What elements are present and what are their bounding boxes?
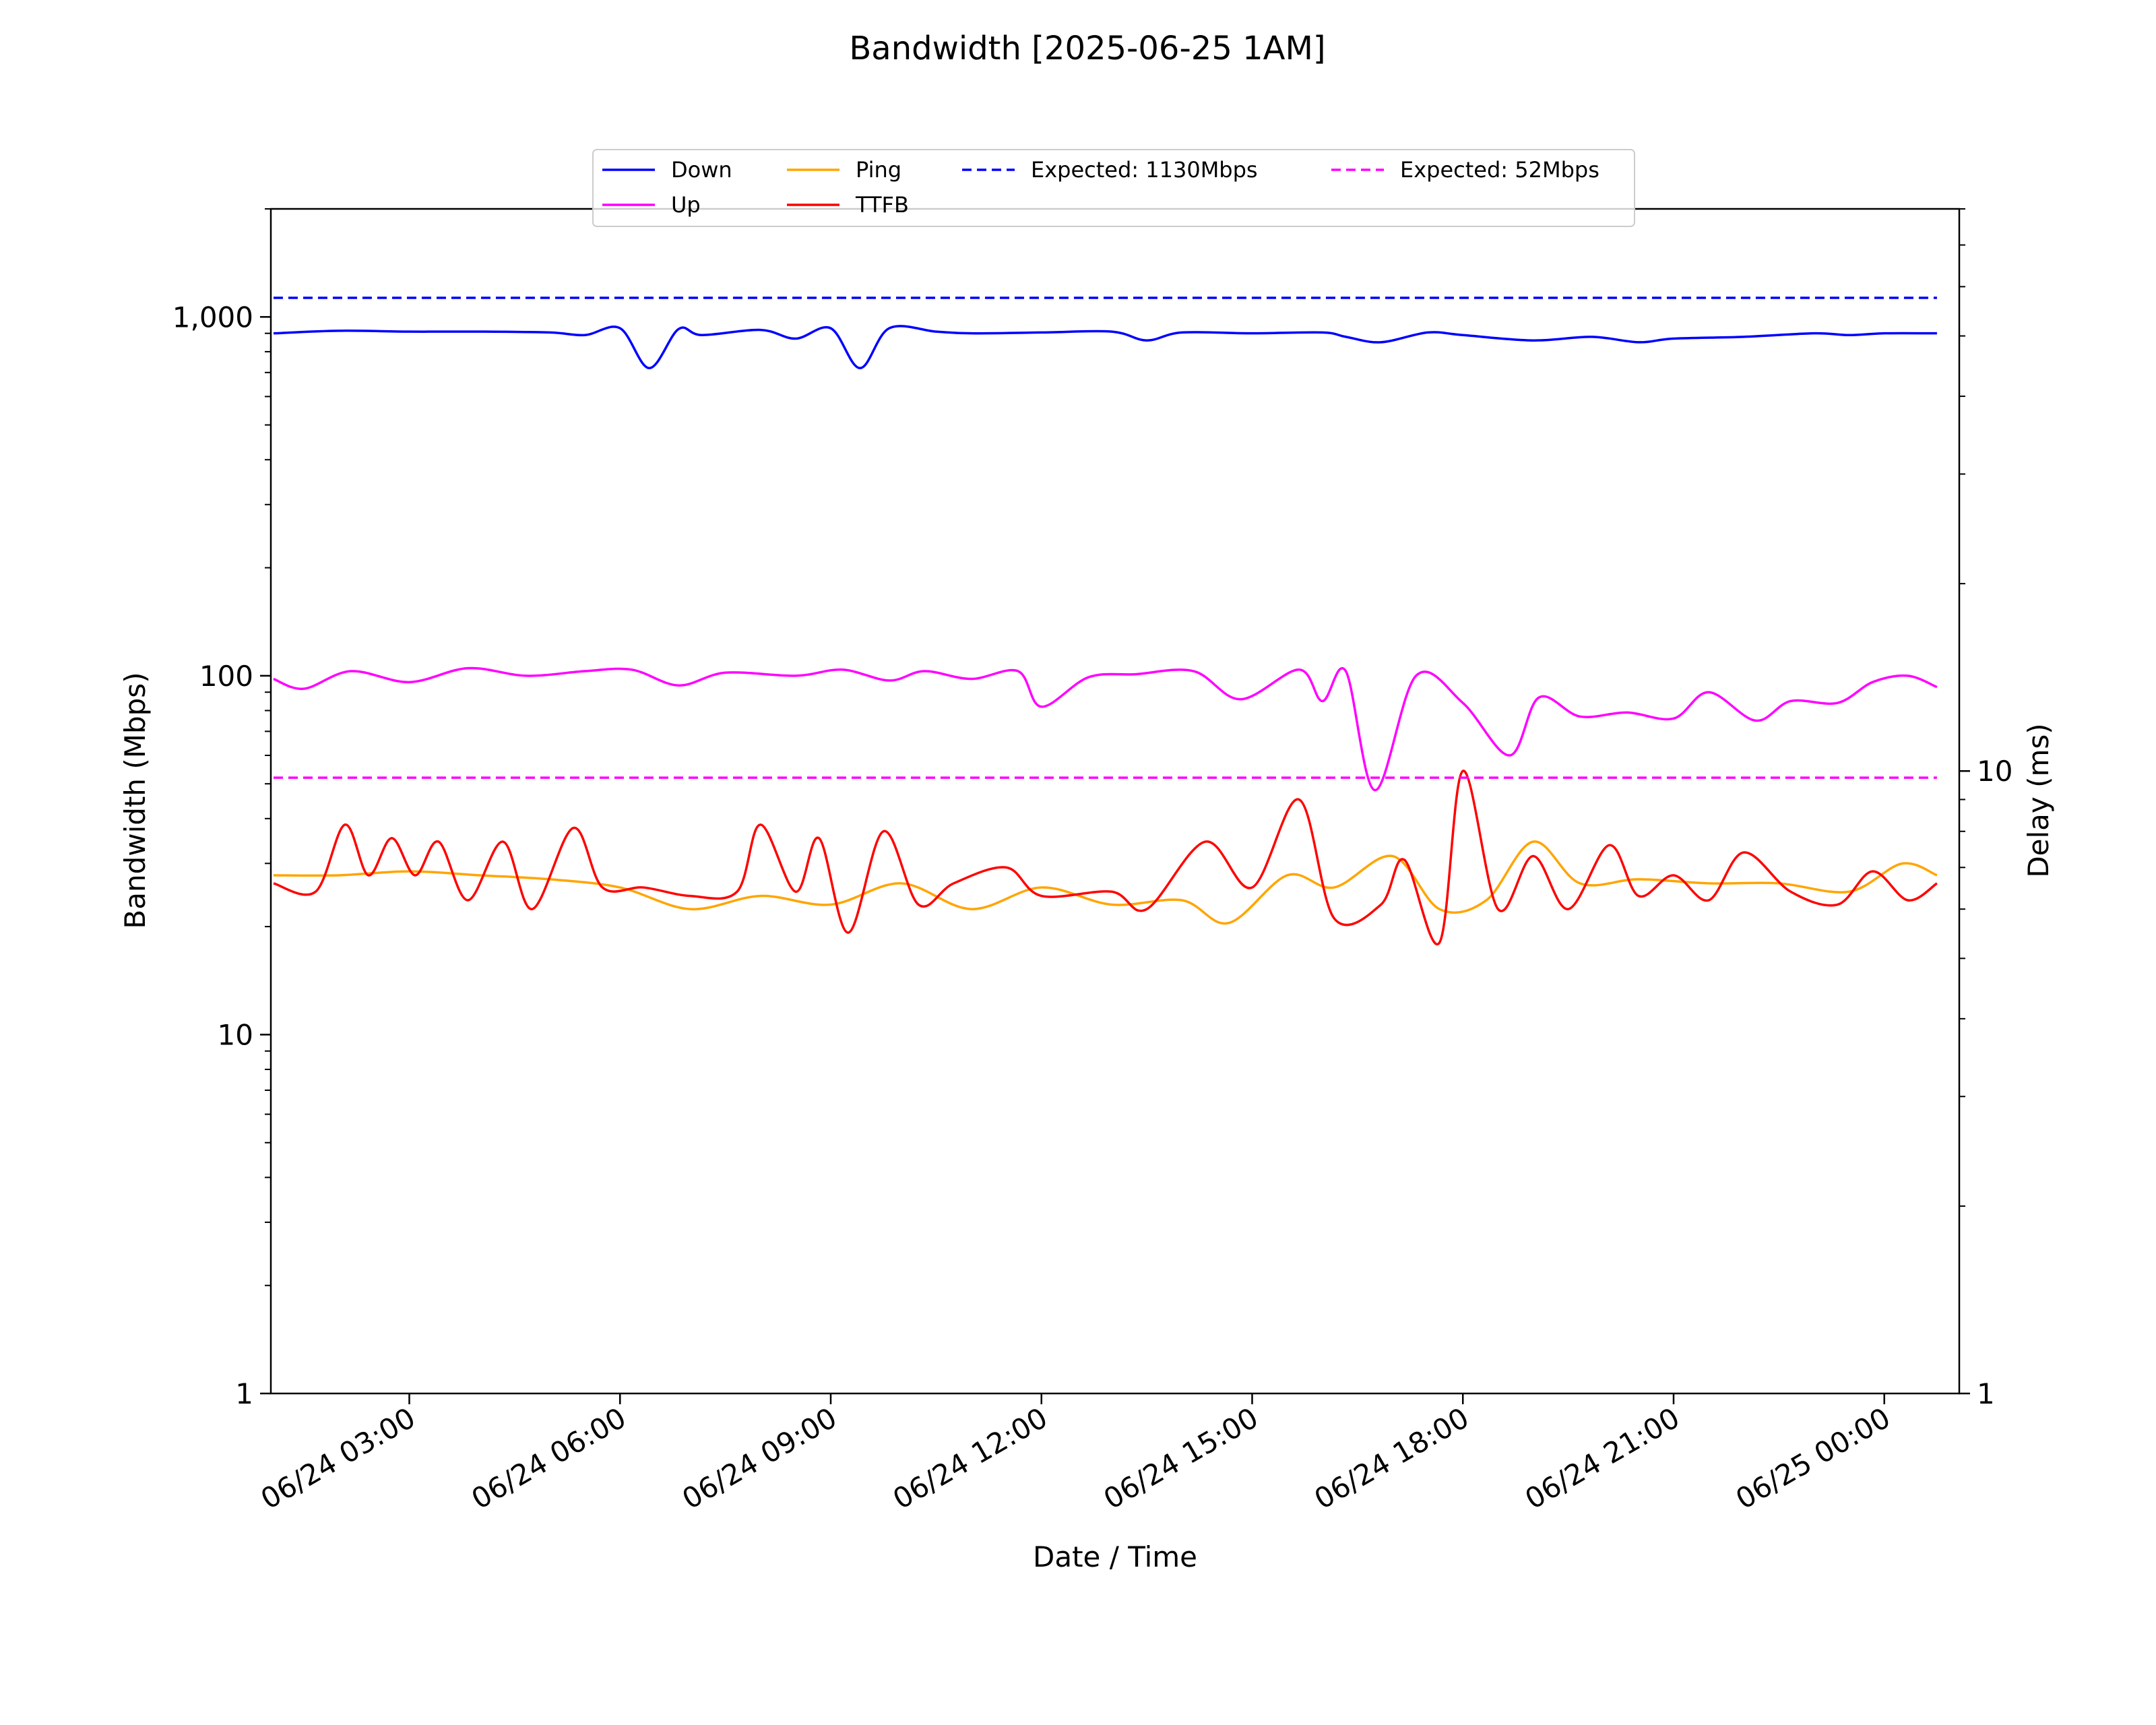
series-line-ttfb: [273, 770, 1938, 946]
legend-label: Down: [671, 157, 732, 183]
x-tick-label: 06/25 00:00: [1730, 1401, 1896, 1515]
y-axis-right-label: Delay (ms): [2022, 723, 2055, 877]
y-left-tick-label: 10: [218, 1018, 253, 1051]
x-axis-label: Date / Time: [1033, 1540, 1197, 1573]
series-line-down: [273, 325, 1937, 370]
series-line-ping: [273, 840, 1938, 925]
legend-label: Ping: [856, 157, 901, 183]
legend-label: Expected: 1130Mbps: [1031, 157, 1258, 183]
plot-frame: [270, 208, 1961, 1395]
series-layer: [273, 296, 1938, 946]
x-tick-label: 06/24 09:00: [676, 1401, 842, 1515]
chart-title: Bandwidth [2025-06-25 1AM]: [849, 30, 1325, 67]
y-axis-left-label: Bandwidth (Mbps): [119, 672, 152, 929]
legend: Down Up Ping TTFB Expected: 1130Mbps Expected…: [592, 149, 1635, 227]
legend-label: Up: [671, 192, 701, 218]
y-left-tick-label: 1,000: [172, 301, 253, 334]
x-tick-label: 06/24 15:00: [1098, 1401, 1264, 1515]
x-tick-label: 06/24 06:00: [466, 1401, 632, 1515]
x-tick-label: 06/24 18:00: [1309, 1401, 1475, 1515]
y-left-tick-label: 1: [235, 1377, 253, 1410]
legend-label: TTFB: [855, 192, 909, 218]
x-tick-label: 06/24 12:00: [887, 1401, 1053, 1515]
x-tick-label: 06/24 03:00: [255, 1401, 421, 1515]
legend-label: Expected: 52Mbps: [1400, 157, 1599, 183]
y-right-tick-label: 10: [1977, 755, 2012, 788]
x-tick-label: 06/24 21:00: [1519, 1401, 1685, 1515]
y-left-tick-label: 100: [199, 660, 253, 693]
series-line-up: [273, 666, 1938, 792]
legend-box: [592, 149, 1635, 227]
y-right-tick-label: 1: [1977, 1377, 1995, 1410]
